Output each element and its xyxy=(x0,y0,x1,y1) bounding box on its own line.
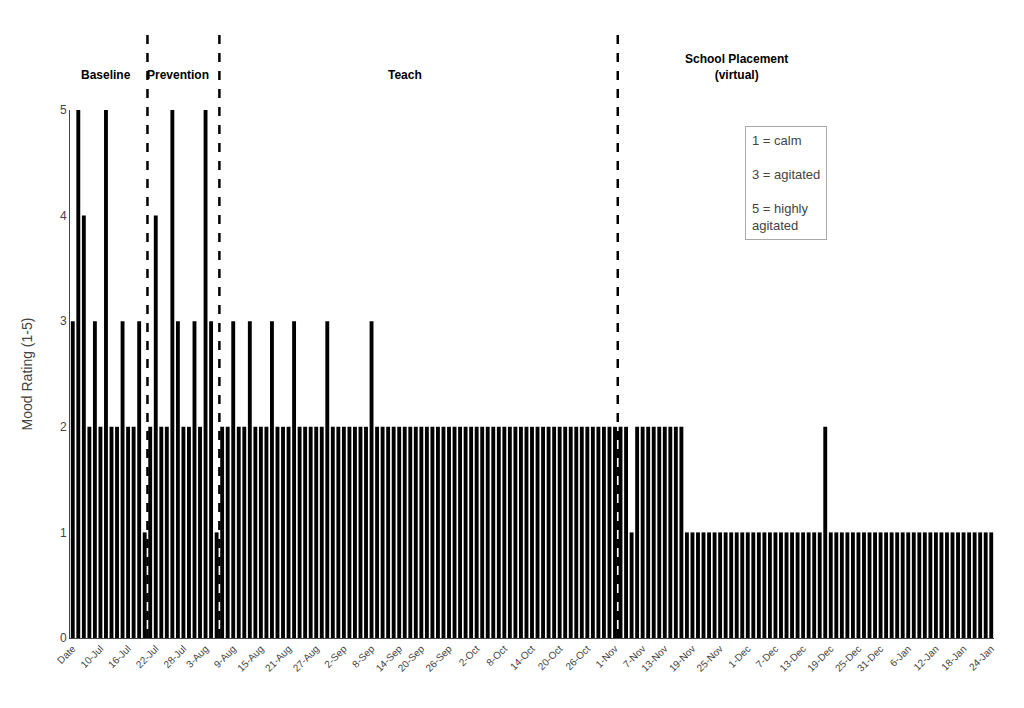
svg-text:10-Jul: 10-Jul xyxy=(78,643,105,670)
svg-text:20-Oct: 20-Oct xyxy=(536,643,565,672)
svg-text:School Placement(virtual): School Placement(virtual) xyxy=(685,52,788,82)
svg-text:2-Oct: 2-Oct xyxy=(457,643,482,668)
svg-text:24-Jan: 24-Jan xyxy=(967,643,996,672)
svg-text:8-Sep: 8-Sep xyxy=(350,643,377,670)
svg-text:14-Sep: 14-Sep xyxy=(374,643,405,674)
svg-text:1-Nov: 1-Nov xyxy=(593,643,620,670)
svg-text:2-Sep: 2-Sep xyxy=(322,643,349,670)
svg-text:Date: Date xyxy=(55,643,78,666)
svg-text:13-Dec: 13-Dec xyxy=(777,643,808,674)
svg-text:19-Nov: 19-Nov xyxy=(667,643,698,674)
svg-text:7-Nov: 7-Nov xyxy=(621,643,648,670)
svg-text:21-Aug: 21-Aug xyxy=(263,643,294,674)
svg-text:2: 2 xyxy=(60,420,67,434)
svg-text:25-Dec: 25-Dec xyxy=(833,643,864,674)
svg-text:22-Jul: 22-Jul xyxy=(134,643,161,670)
svg-text:20-Sep: 20-Sep xyxy=(396,643,427,674)
svg-text:1 = calm3 = agitated5 = highly: 1 = calm3 = agitated5 = highlyagitated xyxy=(752,133,820,233)
svg-text:26-Sep: 26-Sep xyxy=(423,643,454,674)
svg-text:Teach: Teach xyxy=(388,68,422,82)
svg-text:1: 1 xyxy=(60,526,67,540)
svg-text:25-Nov: 25-Nov xyxy=(694,643,725,674)
svg-text:1-Dec: 1-Dec xyxy=(726,643,753,670)
svg-text:6-Jan: 6-Jan xyxy=(888,643,913,668)
svg-text:18-Jan: 18-Jan xyxy=(939,643,968,672)
svg-text:9-Aug: 9-Aug xyxy=(212,643,239,670)
svg-text:7-Dec: 7-Dec xyxy=(754,643,781,670)
svg-text:3: 3 xyxy=(60,314,67,328)
svg-text:Baseline: Baseline xyxy=(81,68,131,82)
svg-text:31-Dec: 31-Dec xyxy=(855,643,886,674)
svg-text:0: 0 xyxy=(60,631,67,645)
svg-text:28-Jul: 28-Jul xyxy=(161,643,188,670)
svg-text:3-Aug: 3-Aug xyxy=(184,643,211,670)
svg-text:14-Oct: 14-Oct xyxy=(508,643,537,672)
svg-text:15-Aug: 15-Aug xyxy=(235,643,266,674)
svg-text:5: 5 xyxy=(60,103,67,117)
svg-text:27-Aug: 27-Aug xyxy=(291,643,322,674)
svg-text:4: 4 xyxy=(60,209,67,223)
svg-text:8-Oct: 8-Oct xyxy=(484,643,509,668)
svg-text:13-Nov: 13-Nov xyxy=(639,643,670,674)
svg-text:16-Jul: 16-Jul xyxy=(106,643,133,670)
svg-text:19-Dec: 19-Dec xyxy=(805,643,836,674)
svg-text:Prevention: Prevention xyxy=(147,68,209,82)
svg-text:26-Oct: 26-Oct xyxy=(563,643,592,672)
svg-text:Mood Rating (1-5): Mood Rating (1-5) xyxy=(19,318,35,431)
svg-text:12-Jan: 12-Jan xyxy=(911,643,940,672)
